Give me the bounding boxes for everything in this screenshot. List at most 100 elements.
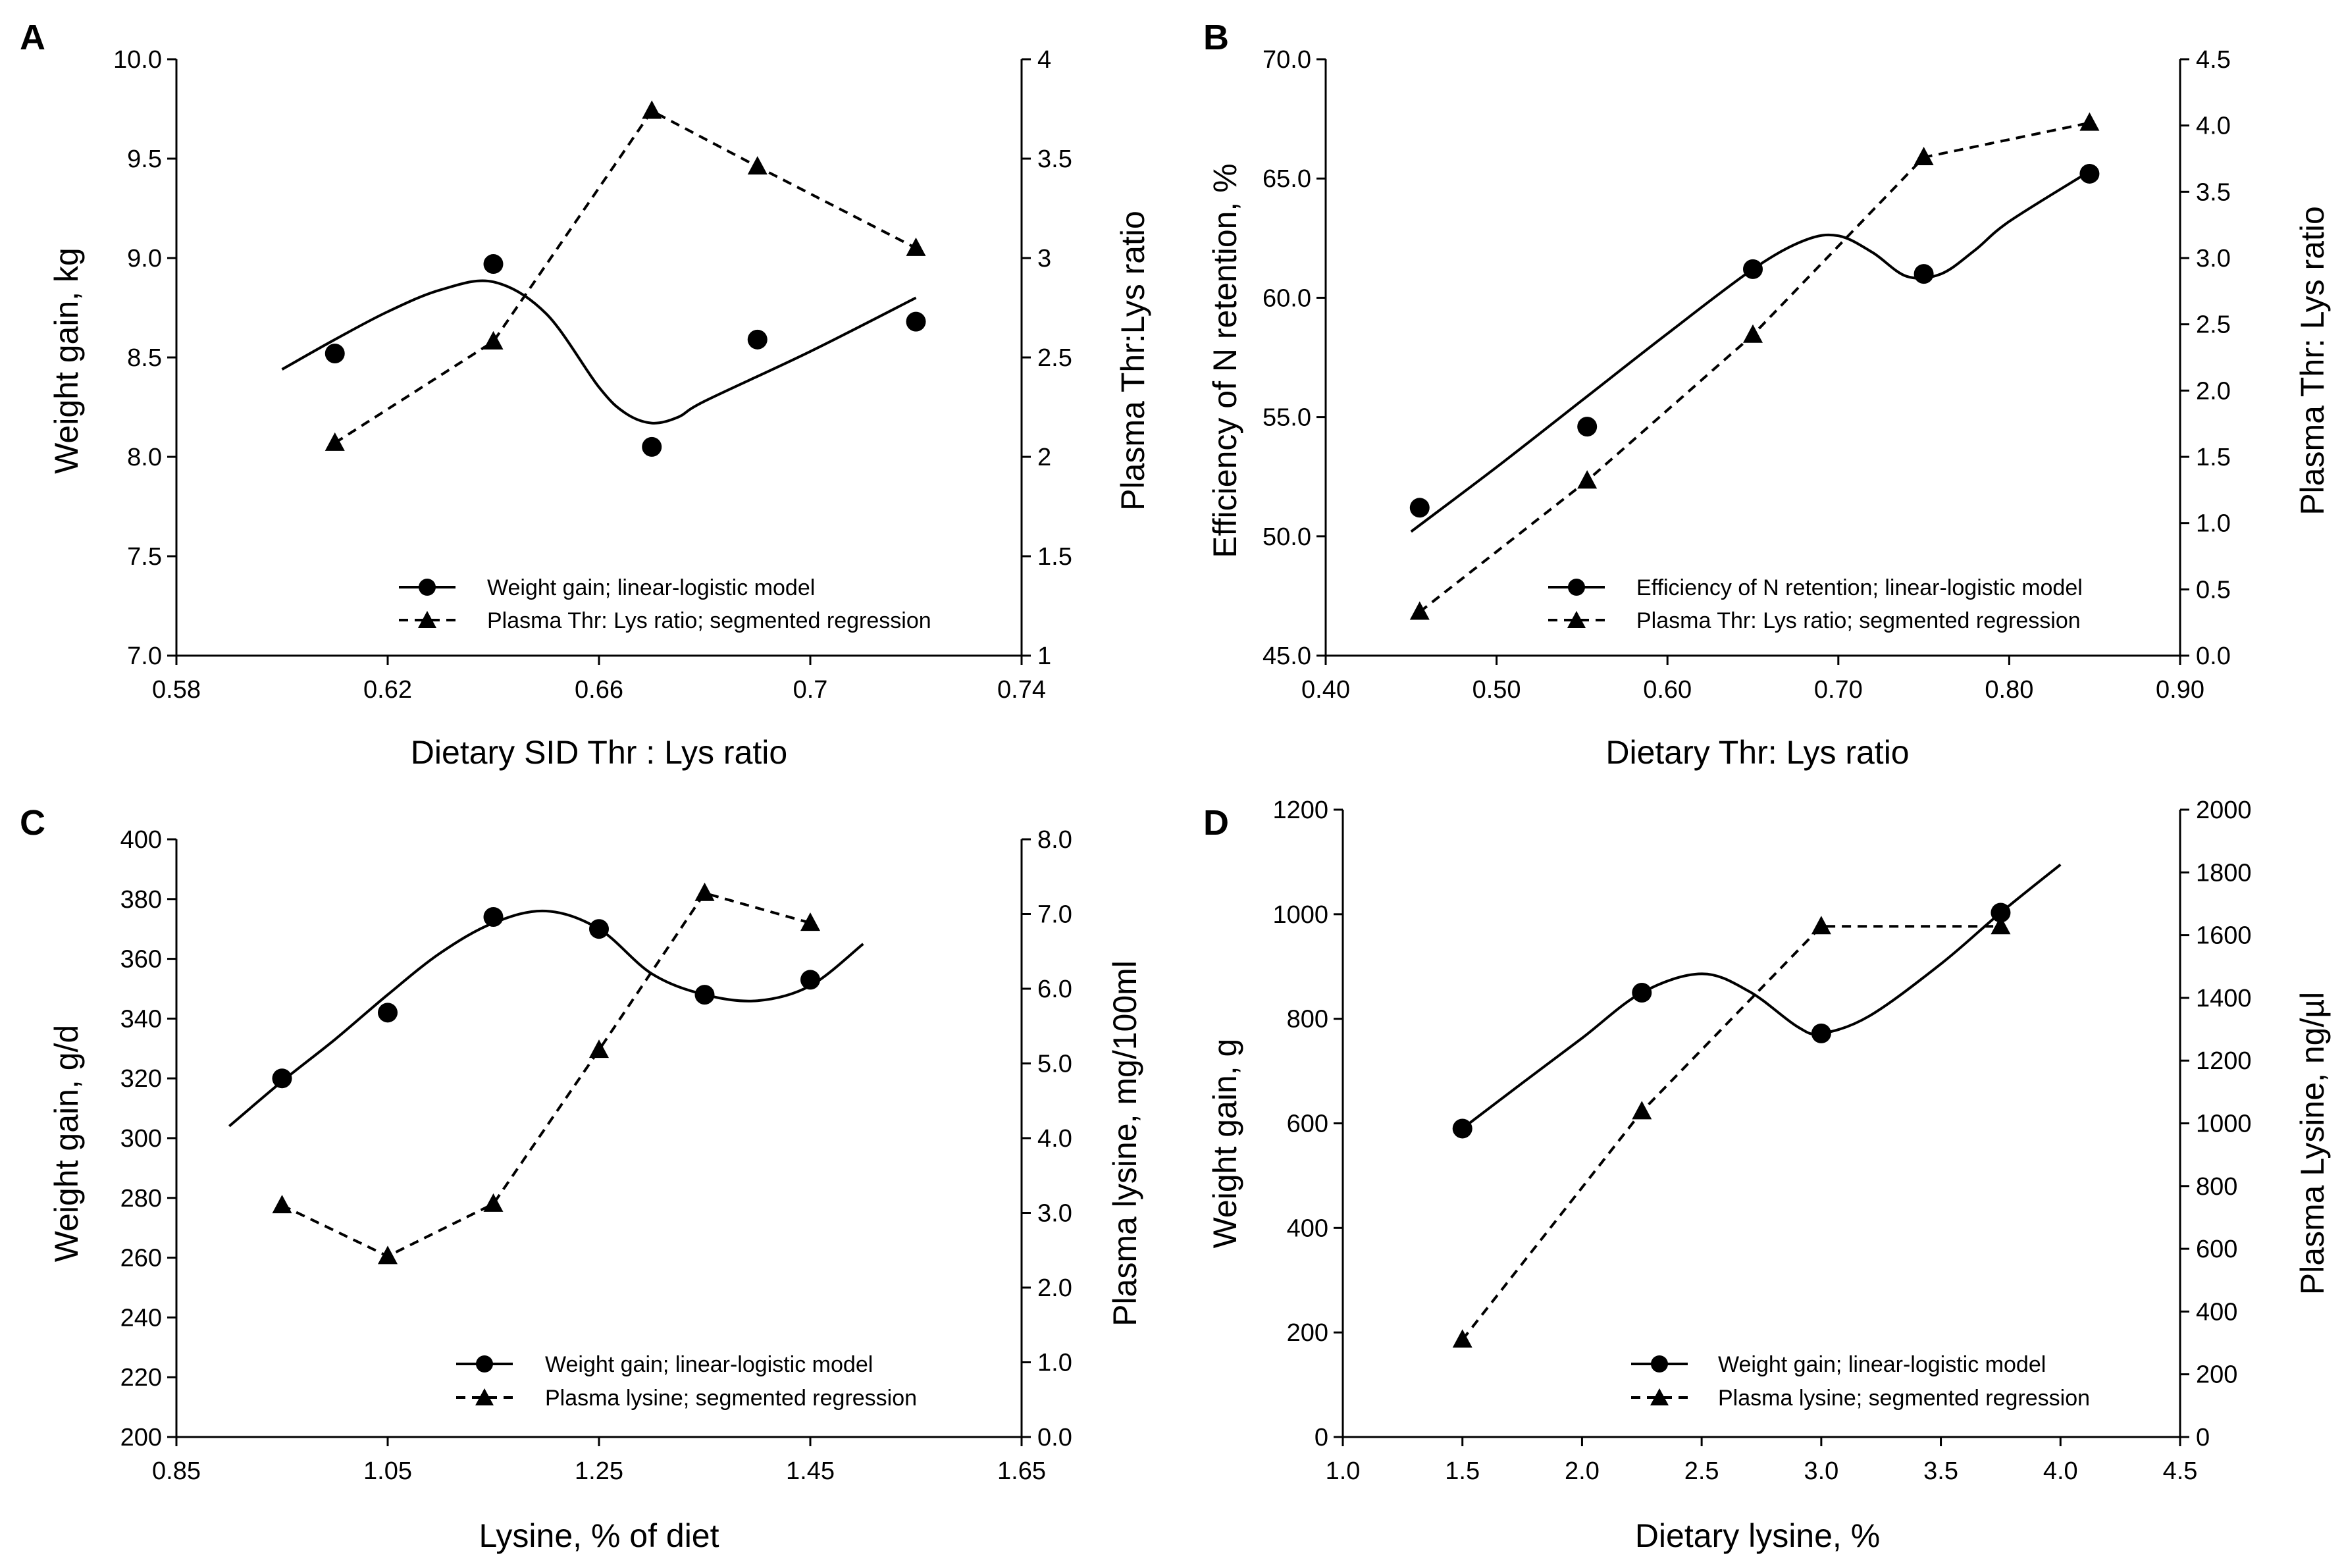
x-tick-label: 0.70 bbox=[1814, 676, 1863, 704]
fit-curve bbox=[228, 909, 864, 1128]
y-left-tick-label: 9.0 bbox=[127, 245, 162, 273]
y-left-tick-label: 9.5 bbox=[127, 145, 162, 173]
legend-circle-marker bbox=[1568, 579, 1585, 596]
y-left-tick-label: 300 bbox=[120, 1125, 162, 1153]
x-axis-label: Dietary SID Thr : Lys ratio bbox=[411, 734, 787, 771]
y-right-tick-label: 600 bbox=[2196, 1236, 2237, 1263]
x-tick-label: 1.65 bbox=[997, 1457, 1046, 1485]
y-left-tick-label: 400 bbox=[120, 826, 162, 854]
y-right-tick-label: 2.5 bbox=[1037, 344, 1072, 372]
y-right-tick-label: 0.0 bbox=[1037, 1424, 1072, 1451]
panel-letter-b: B bbox=[1203, 18, 1229, 57]
y-left-tick-label: 60.0 bbox=[1263, 284, 1311, 312]
data-point-circle bbox=[694, 985, 715, 1005]
x-axis-label: Dietary Thr: Lys ratio bbox=[1605, 734, 1909, 771]
y-right-tick-label: 4.5 bbox=[2196, 46, 2231, 74]
x-tick-label: 4.5 bbox=[2163, 1457, 2198, 1485]
y-right-tick-label: 1200 bbox=[2196, 1047, 2252, 1075]
fit-curve bbox=[1410, 170, 2091, 533]
y-left-tick-label: 800 bbox=[1287, 1006, 1328, 1033]
y-right-axis-label: Plasma Lysine, ng/µl bbox=[2294, 992, 2331, 1295]
y-right-tick-label: 3 bbox=[1037, 245, 1051, 273]
data-point-circle bbox=[642, 436, 662, 457]
y-left-tick-label: 55.0 bbox=[1263, 404, 1311, 432]
data-point-triangle bbox=[325, 432, 345, 451]
data-point-circle bbox=[378, 1003, 398, 1023]
y-right-tick-label: 6.0 bbox=[1037, 976, 1072, 1003]
data-point-triangle bbox=[800, 912, 820, 931]
plot-area: 0.58 0.62 0.66 0.7 0.74 7.0 7.5 8.0 8.5 9.0 9.5 10.… bbox=[113, 46, 1072, 704]
x-tick-label: 1.0 bbox=[1326, 1457, 1361, 1485]
y-right-tick-label: 2000 bbox=[2196, 797, 2252, 824]
legend: Weight gain; linear-logistic model Plasm… bbox=[399, 575, 931, 633]
data-point-circle bbox=[747, 329, 768, 350]
data-point-circle bbox=[1577, 417, 1598, 437]
panel-b: B 0.40 0.50 0.60 0.70 0.80 0.90 45.0 50.0 55.0 60… bbox=[1203, 18, 2331, 771]
data-point-circle bbox=[800, 970, 820, 990]
y-left-tick-label: 7.5 bbox=[127, 543, 162, 571]
x-axis-label: Dietary lysine, % bbox=[1635, 1517, 1880, 1554]
x-tick-label: 0.7 bbox=[793, 676, 828, 704]
legend: Weight gain; linear-logistic model Plasm… bbox=[1631, 1352, 2090, 1411]
data-point-triangle bbox=[378, 1245, 398, 1265]
x-tick-label: 0.50 bbox=[1472, 676, 1521, 704]
data-point-circle bbox=[1743, 259, 1763, 279]
y-right-tick-label: 2.0 bbox=[2196, 377, 2231, 405]
legend-triangle-marker bbox=[1650, 1388, 1669, 1405]
y-left-tick-label: 320 bbox=[120, 1065, 162, 1093]
y-left-axis-label: Weight gain, kg bbox=[48, 248, 85, 474]
x-tick-label: 3.0 bbox=[1804, 1457, 1838, 1485]
y-left-tick-label: 600 bbox=[1287, 1111, 1328, 1138]
data-point-triangle bbox=[1452, 1329, 1472, 1348]
y-right-tick-label: 1000 bbox=[2196, 1111, 2252, 1138]
legend-circle-marker bbox=[476, 1355, 493, 1372]
legend: Weight gain; linear-logistic model Plasm… bbox=[456, 1352, 917, 1411]
y-left-tick-label: 260 bbox=[120, 1245, 162, 1272]
y-right-tick-label: 3.0 bbox=[1037, 1200, 1072, 1228]
y-right-tick-label: 1800 bbox=[2196, 859, 2252, 887]
legend-circle-marker bbox=[419, 579, 436, 596]
legend-triangle-marker bbox=[475, 1388, 494, 1405]
y-left-tick-label: 220 bbox=[120, 1364, 162, 1392]
y-left-tick-label: 50.0 bbox=[1263, 523, 1311, 551]
panel-letter-c: C bbox=[20, 803, 45, 843]
y-left-tick-label: 7.0 bbox=[127, 642, 162, 670]
data-point-circle bbox=[483, 254, 504, 274]
y-right-tick-label: 0 bbox=[2196, 1424, 2210, 1451]
y-left-tick-label: 10.0 bbox=[113, 46, 162, 74]
data-point-triangle bbox=[1811, 916, 1831, 935]
data-point-triangle bbox=[747, 156, 768, 175]
fit-curve bbox=[281, 279, 917, 425]
y-right-tick-label: 3.0 bbox=[2196, 245, 2231, 273]
legend-circle-marker bbox=[1651, 1355, 1668, 1372]
y-right-tick-label: 2 bbox=[1037, 444, 1051, 471]
y-right-tick-label: 0.5 bbox=[2196, 576, 2231, 604]
y-right-tick-label: 3.5 bbox=[1037, 145, 1072, 173]
data-point-circle bbox=[1811, 1023, 1831, 1043]
x-tick-label: 2.5 bbox=[1684, 1457, 1719, 1485]
x-axis-label: Lysine, % of diet bbox=[479, 1517, 719, 1554]
y-left-axis-label: Efficiency of N retention, % bbox=[1207, 163, 1243, 558]
panel-c: C 0.85 1.05 1.25 1.45 1.65 200 220 240 260 280 300… bbox=[20, 803, 1143, 1554]
x-tick-label: 0.74 bbox=[997, 676, 1046, 704]
legend: Efficiency of N retention; linear-logist… bbox=[1548, 575, 2083, 633]
y-left-axis-label: Weight gain, g bbox=[1207, 1039, 1243, 1249]
panel-d: D 1.0 1.5 2.0 2.5 3.0 3.5 4.0 4.502004006008001… bbox=[1203, 797, 2331, 1554]
data-point-circle bbox=[1914, 264, 1934, 284]
segmented-line bbox=[334, 109, 917, 444]
x-tick-label: 3.5 bbox=[1923, 1457, 1958, 1485]
y-left-tick-label: 380 bbox=[120, 886, 162, 914]
legend-label-2: Plasma Thr: Lys ratio; segmented regress… bbox=[1636, 608, 2081, 633]
y-right-tick-label: 4.0 bbox=[1037, 1125, 1072, 1153]
y-right-tick-label: 800 bbox=[2196, 1173, 2237, 1201]
data-point-circle bbox=[325, 343, 345, 363]
data-point-triangle bbox=[589, 1039, 609, 1058]
x-tick-label: 1.05 bbox=[363, 1457, 412, 1485]
y-left-tick-label: 280 bbox=[120, 1185, 162, 1213]
y-left-tick-label: 400 bbox=[1287, 1215, 1328, 1242]
x-tick-label: 0.40 bbox=[1301, 676, 1350, 704]
y-right-tick-label: 1600 bbox=[2196, 922, 2252, 950]
y-right-tick-label: 200 bbox=[2196, 1361, 2237, 1389]
y-right-axis-label: Plasma Thr: Lys ratio bbox=[2294, 206, 2331, 515]
